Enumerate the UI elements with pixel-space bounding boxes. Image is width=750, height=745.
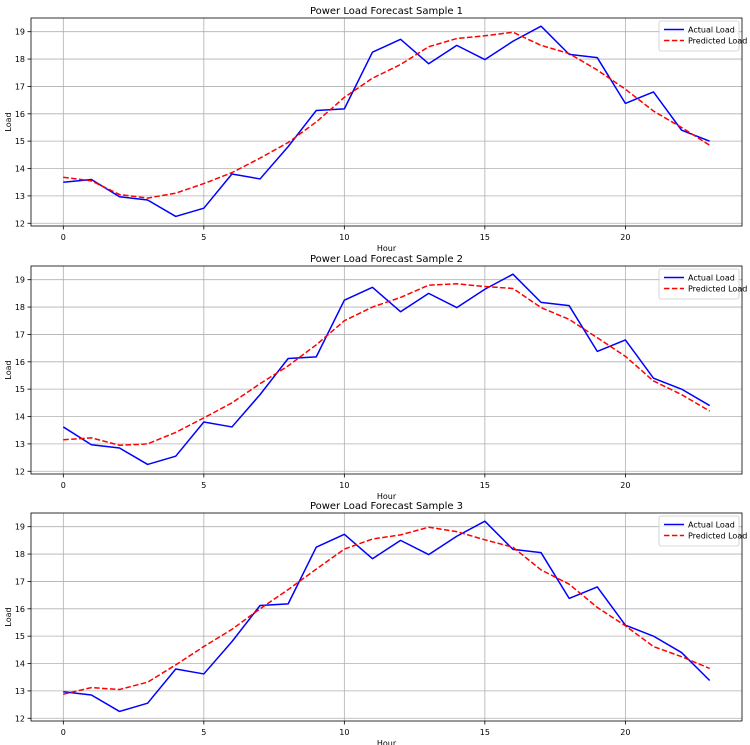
legend-label: Predicted Load <box>688 285 747 294</box>
x-tick-label: 10 <box>339 233 349 242</box>
chart-title: Power Load Forecast Sample 2 <box>310 254 463 265</box>
predicted-load-line <box>63 31 711 199</box>
actual-load-line <box>63 520 711 713</box>
chart-panel-2: 0 5 10 15 20 12 13 14 15 16 17 18 19 Power Load Forec… <box>4 254 747 501</box>
y-tick-label: 17 <box>15 82 25 91</box>
y-tick-label: 19 <box>15 28 25 37</box>
predicted-load-line <box>63 526 710 695</box>
x-tick-label: 20 <box>620 728 630 737</box>
y-tick-label: 19 <box>15 276 25 285</box>
y-tick-label: 18 <box>15 55 25 64</box>
chart-panel-3: 0 5 10 15 20 12 13 14 15 16 17 18 19 Power Load Forec… <box>4 501 747 745</box>
x-axis-label: Hour <box>377 244 397 253</box>
x-tick-label: 5 <box>201 233 206 242</box>
y-tick-label: 13 <box>15 192 25 201</box>
x-tick-label: 15 <box>480 481 490 490</box>
y-tick-label: 12 <box>15 467 25 476</box>
legend-label: Actual Load <box>688 274 735 283</box>
x-tick-label: 15 <box>480 728 490 737</box>
legend-label: Actual Load <box>688 521 735 530</box>
legend: Actual Load Predicted Load <box>658 268 747 300</box>
legend-label: Predicted Load <box>688 532 747 541</box>
y-axis-label: Load <box>4 607 13 626</box>
y-tick-label: 14 <box>15 413 25 422</box>
x-tick-label: 15 <box>480 233 490 242</box>
y-tick-label: 14 <box>15 660 25 669</box>
y-axis-label: Load <box>4 112 13 131</box>
x-tick-label: 20 <box>620 233 630 242</box>
x-axis-label: Hour <box>377 739 397 745</box>
y-tick-label: 17 <box>15 330 25 339</box>
legend-box <box>658 515 740 547</box>
y-tick-label: 17 <box>15 577 25 586</box>
legend-label: Actual Load <box>688 26 735 35</box>
legend: Actual Load Predicted Load <box>658 20 747 52</box>
x-tick-label: 10 <box>339 728 349 737</box>
y-tick-label: 16 <box>15 358 25 367</box>
legend-label: Predicted Load <box>688 37 747 46</box>
chart-title: Power Load Forecast Sample 3 <box>310 501 463 512</box>
x-tick-label: 10 <box>339 481 349 490</box>
axes-frame <box>30 17 743 227</box>
y-tick-label: 12 <box>15 219 25 228</box>
x-tick-label: 0 <box>61 728 66 737</box>
actual-load-line <box>62 273 711 466</box>
y-tick-label: 15 <box>15 137 25 146</box>
legend: Actual Load Predicted Load <box>658 515 747 547</box>
chart-title: Power Load Forecast Sample 1 <box>310 6 463 17</box>
y-tick-label: 12 <box>15 714 25 723</box>
y-tick-label: 14 <box>15 165 25 174</box>
x-tick-label: 0 <box>61 481 66 490</box>
y-tick-label: 18 <box>15 550 25 559</box>
axes-frame <box>30 265 743 475</box>
y-tick-label: 19 <box>15 523 25 532</box>
y-tick-label: 16 <box>15 605 25 614</box>
y-tick-label: 18 <box>15 303 25 312</box>
predicted-load-line <box>63 283 711 447</box>
legend-box <box>658 268 740 300</box>
x-axis-label: Hour <box>377 492 397 501</box>
x-tick-label: 20 <box>620 481 630 490</box>
y-tick-label: 15 <box>15 632 25 641</box>
x-tick-label: 5 <box>201 728 206 737</box>
chart-panel-1: 0 5 10 15 20 12 13 14 15 16 17 18 19 Power Load Forec… <box>4 6 747 253</box>
actual-load-line <box>63 25 710 218</box>
y-axis-label: Load <box>4 360 13 379</box>
y-tick-label: 15 <box>15 385 25 394</box>
y-tick-label: 13 <box>15 687 25 696</box>
legend-box <box>658 20 740 52</box>
axes-frame <box>30 512 743 722</box>
y-tick-label: 13 <box>15 440 25 449</box>
y-tick-label: 16 <box>15 110 25 119</box>
x-tick-label: 5 <box>201 481 206 490</box>
x-tick-label: 0 <box>61 233 66 242</box>
